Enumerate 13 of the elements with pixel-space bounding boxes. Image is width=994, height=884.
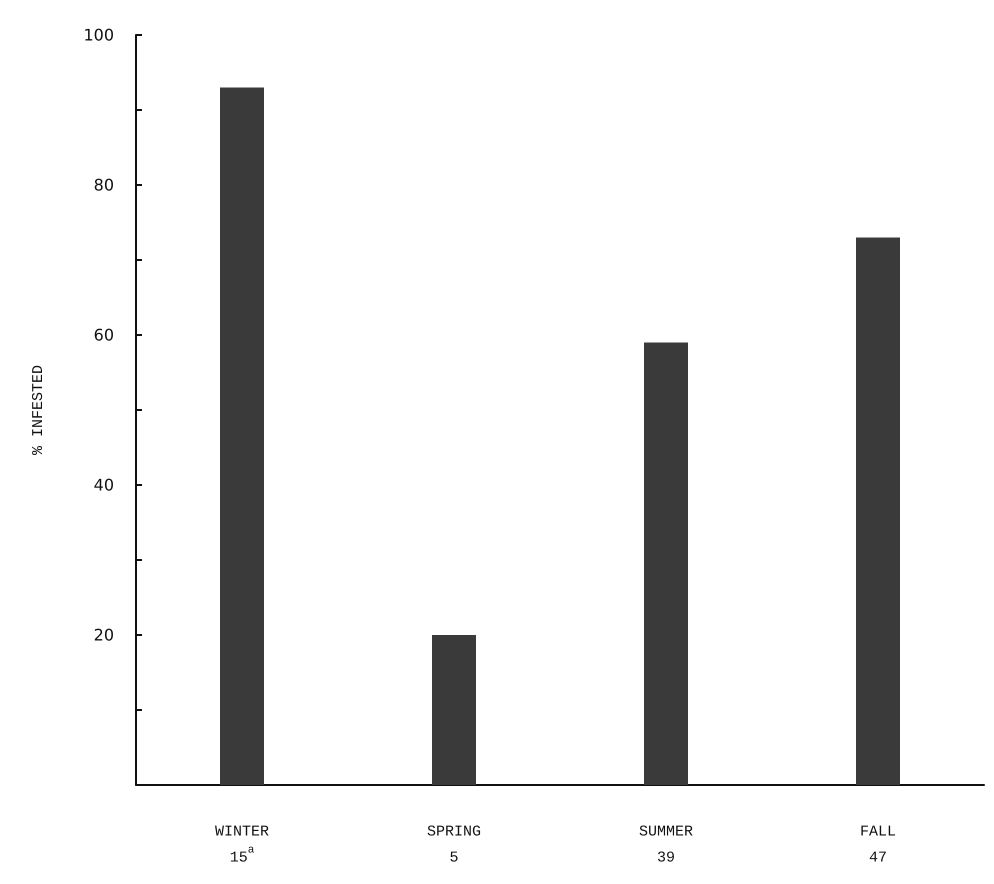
bar	[432, 635, 476, 785]
y-tick-label: 80	[94, 176, 114, 194]
bar	[220, 88, 264, 785]
y-tick-label: 60	[94, 326, 114, 344]
y-tick-label: 40	[94, 476, 114, 494]
x-tick-label: FALL 47	[860, 824, 896, 866]
y-tick-label: 20	[94, 626, 114, 644]
x-tick-label: SPRING 5	[426, 824, 482, 866]
bar	[856, 238, 900, 785]
y-axis-title: % INFESTED	[30, 364, 47, 456]
bar	[644, 342, 688, 785]
x-tick-label: SUMMER 39	[638, 824, 694, 866]
y-tick-label: 100	[83, 26, 114, 44]
